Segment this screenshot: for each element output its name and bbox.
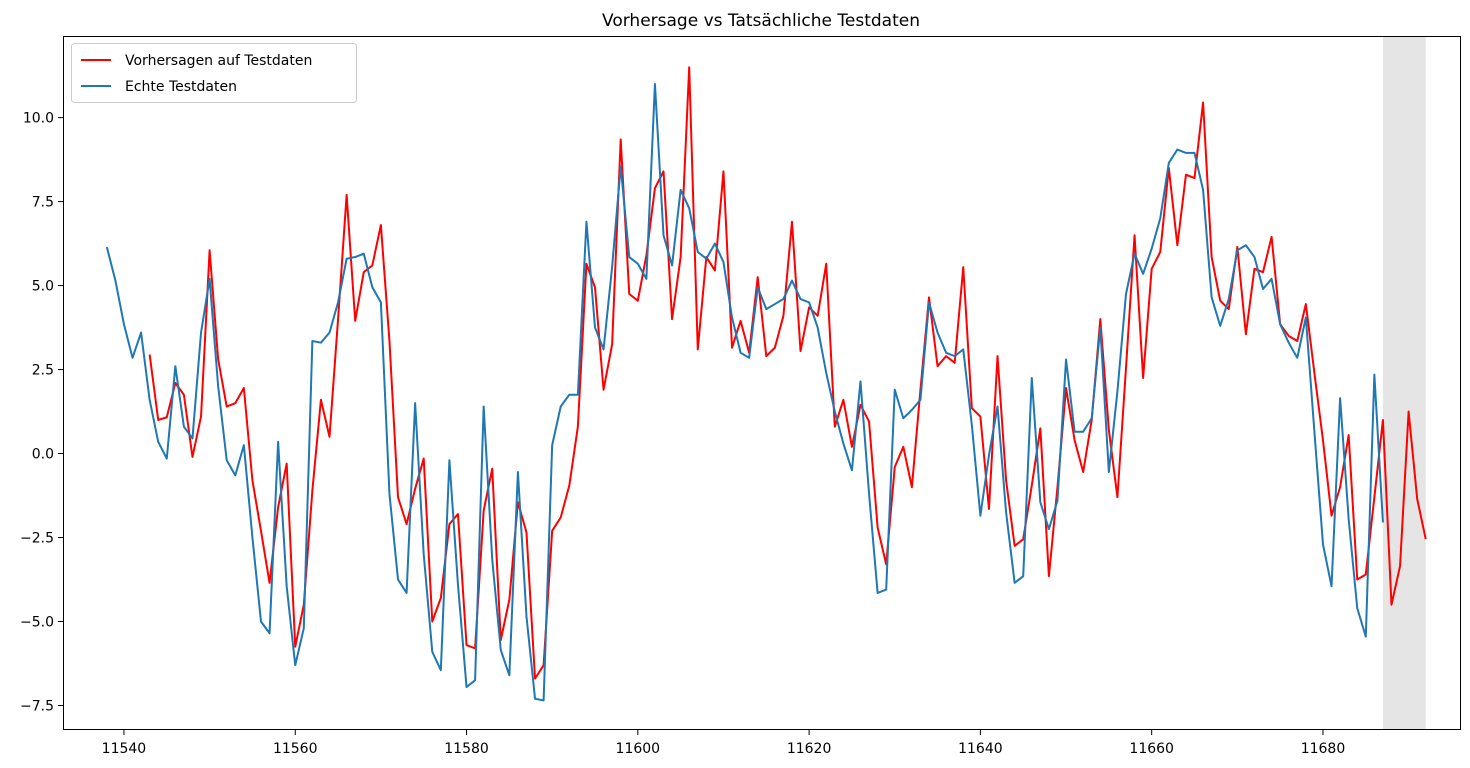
legend-label-predictions: Vorhersagen auf Testdaten — [125, 53, 312, 69]
y-tick-label: 0.0 — [32, 447, 54, 463]
x-tick-label: 11640 — [958, 741, 1003, 757]
series-layer — [105, 66, 1427, 702]
y-tick-label: −7.5 — [20, 698, 54, 714]
legend-label-actual: Echte Testdaten — [125, 79, 237, 95]
y-tick-label: 5.0 — [32, 279, 54, 295]
x-tick-label: 11680 — [1301, 741, 1346, 757]
x-tick-label: 11600 — [616, 741, 661, 757]
y-tick-label: −2.5 — [20, 531, 54, 547]
series-line-actual — [105, 83, 1384, 702]
plot-frame — [63, 36, 1461, 730]
x-tick-label: 11660 — [1129, 741, 1174, 757]
y-tick-label: 2.5 — [32, 363, 54, 379]
y-tick-label: 10.0 — [23, 111, 54, 127]
legend-box — [71, 43, 357, 103]
x-axis-ticks: 11540 11560 11580 11600 11620 11640 11660 11680 — [102, 729, 1346, 757]
x-tick-label: 11540 — [102, 741, 147, 757]
forecast-shaded-region — [1382, 37, 1426, 729]
x-tick-label: 11620 — [787, 741, 832, 757]
x-tick-label: 11580 — [444, 741, 489, 757]
legend: Vorhersagen auf Testdaten Echte Testdate… — [71, 43, 357, 103]
y-tick-label: 7.5 — [32, 195, 54, 211]
series-line-predictions — [148, 66, 1427, 680]
x-tick-label: 11560 — [273, 741, 318, 757]
y-tick-label: −5.0 — [20, 615, 54, 631]
chart-title: Vorhersage vs Tatsächliche Testdaten — [602, 11, 920, 31]
y-axis-ticks: −7.5 −5.0 −2.5 0.0 2.5 5.0 7.5 10.0 — [20, 111, 64, 714]
shaded-region-layer — [1382, 37, 1426, 729]
